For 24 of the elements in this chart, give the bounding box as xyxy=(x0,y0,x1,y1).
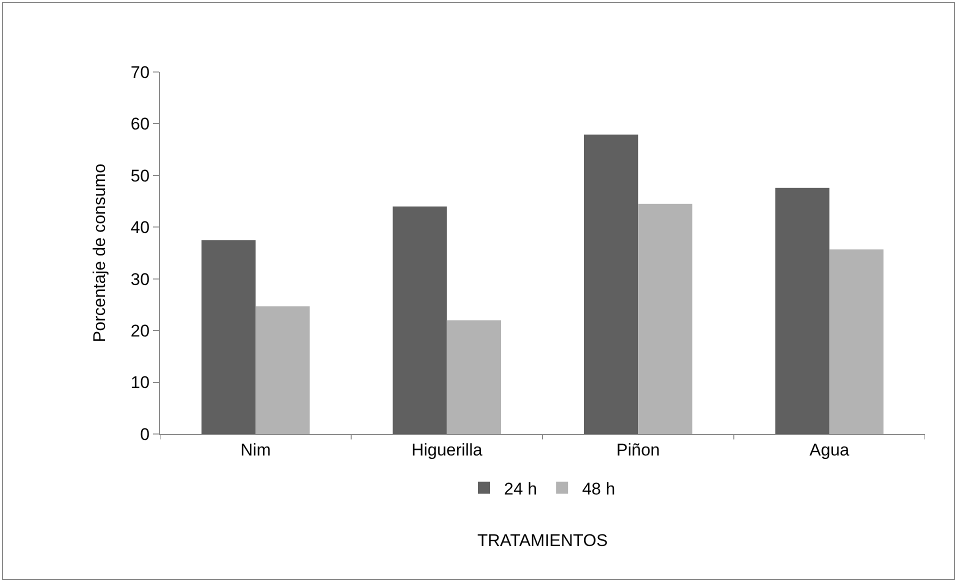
x-axis-title: TRATAMIENTOS xyxy=(477,530,608,550)
legend-label: 24 h xyxy=(504,479,538,498)
bar xyxy=(584,134,638,434)
y-axis-title: Porcentaje de consumo xyxy=(90,164,110,342)
x-tick-label: Agua xyxy=(810,440,850,460)
x-tick-label: Piñon xyxy=(616,440,660,460)
bar xyxy=(829,249,884,434)
bar xyxy=(446,320,501,434)
y-tick-label: 40 xyxy=(130,218,150,238)
bar xyxy=(256,306,310,434)
bar xyxy=(775,188,830,434)
y-tick-label: 30 xyxy=(130,270,150,289)
y-tick-label: 50 xyxy=(130,166,150,186)
y-tick-label: 0 xyxy=(140,424,150,444)
bar xyxy=(638,204,692,434)
bar xyxy=(392,206,447,434)
bar xyxy=(202,240,256,434)
x-tick-label: Nim xyxy=(240,440,271,460)
y-tick-label: 70 xyxy=(130,62,150,82)
y-tick-label: 20 xyxy=(130,322,150,341)
x-tick-label: Higuerilla xyxy=(411,440,483,460)
y-tick-label: 10 xyxy=(130,373,150,392)
y-tick-label: 60 xyxy=(130,114,150,134)
legend-label: 48 h xyxy=(582,479,616,498)
